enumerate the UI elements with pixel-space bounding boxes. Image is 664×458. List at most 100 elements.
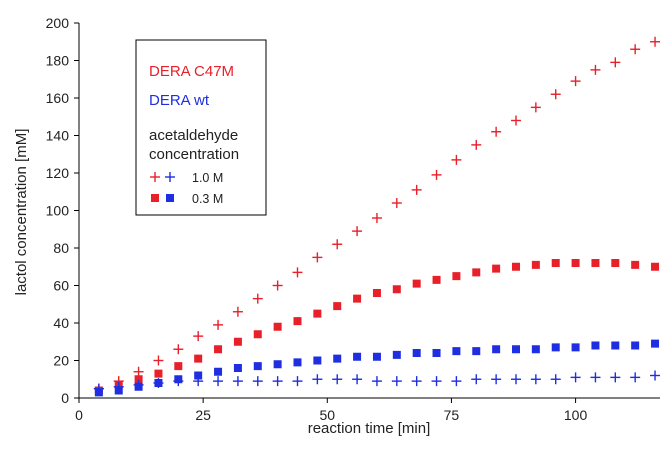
data-point — [431, 376, 442, 387]
data-point — [173, 344, 184, 355]
data-point — [590, 64, 601, 75]
data-point — [353, 352, 362, 361]
data-point — [611, 259, 620, 267]
data-point — [332, 239, 343, 250]
data-point — [214, 367, 223, 376]
data-point — [193, 331, 204, 342]
data-point — [272, 280, 283, 291]
data-point — [551, 259, 560, 267]
data-point — [591, 259, 600, 267]
data-point — [194, 354, 203, 363]
data-point — [451, 154, 462, 165]
data-point — [510, 374, 521, 385]
data-point — [391, 376, 402, 387]
data-point — [391, 198, 402, 208]
data-point — [133, 366, 144, 377]
data-point — [651, 262, 660, 271]
data-point — [153, 355, 164, 366]
data-point — [590, 372, 601, 383]
data-point — [333, 302, 342, 311]
data-point — [371, 213, 382, 223]
y-tick-label: 200 — [46, 15, 70, 31]
data-point — [570, 76, 581, 87]
data-point — [610, 57, 621, 68]
data-point — [352, 226, 363, 237]
data-point — [174, 375, 183, 384]
data-point — [570, 372, 581, 383]
x-tick-label: 25 — [195, 407, 211, 423]
data-point — [372, 352, 381, 361]
data-point — [252, 376, 263, 387]
y-tick-label: 0 — [61, 390, 69, 406]
data-point — [531, 345, 540, 354]
data-point — [610, 372, 621, 383]
data-point — [353, 294, 362, 303]
legend: DERA C47M DERA wt acetaldehyde concentra… — [135, 39, 267, 216]
data-point — [134, 382, 143, 391]
data-point — [530, 374, 541, 385]
legend-box — [135, 39, 267, 216]
data-point — [452, 272, 461, 281]
data-point — [511, 262, 520, 271]
legend-enzyme-wt: DERA wt — [149, 92, 210, 109]
data-point — [630, 372, 641, 383]
data-point — [531, 260, 540, 269]
legend-markers — [150, 172, 175, 202]
data-point — [451, 376, 462, 387]
data-point — [452, 347, 461, 356]
ticks: 0 20 40 60 80 100 120 140 160 180 200 0 25 50 75 100 — [46, 15, 588, 423]
data-point — [154, 369, 163, 378]
data-point — [233, 364, 242, 372]
data-marks — [93, 36, 661, 397]
data-point — [591, 341, 600, 350]
data-point — [194, 371, 203, 380]
data-point — [650, 36, 661, 47]
y-tick-label: 100 — [46, 203, 70, 219]
data-point — [253, 362, 262, 371]
data-point — [392, 285, 401, 294]
legend-concentration-title-line2: concentration — [149, 146, 239, 163]
data-point — [252, 293, 263, 304]
x-tick-label: 0 — [75, 407, 83, 423]
y-tick-label: 60 — [53, 278, 69, 294]
data-point — [631, 341, 640, 350]
data-point — [411, 376, 422, 387]
data-point — [571, 343, 580, 352]
data-point — [432, 275, 441, 284]
data-point — [292, 376, 303, 387]
data-point — [333, 354, 342, 363]
legend-enzyme-c47m: DERA C47M — [149, 63, 234, 80]
x-tick-label: 100 — [564, 407, 588, 423]
data-point — [332, 374, 343, 385]
legend-square-red — [151, 194, 159, 202]
data-point — [472, 268, 481, 277]
series-1 — [94, 259, 660, 395]
data-point — [511, 345, 520, 354]
data-point — [313, 356, 322, 365]
legend-concentration-0-3: 0.3 M — [192, 192, 223, 206]
y-tick-label: 140 — [46, 128, 70, 144]
x-axis-title: reaction time [min] — [308, 420, 431, 437]
data-point — [352, 374, 363, 385]
data-point — [273, 360, 282, 369]
legend-plus-blue — [165, 172, 175, 182]
data-point — [312, 252, 323, 263]
y-tick-label: 180 — [46, 53, 70, 69]
data-point — [312, 374, 323, 385]
data-point — [293, 317, 302, 326]
data-point — [293, 358, 302, 367]
series-3 — [94, 339, 660, 397]
data-point — [292, 267, 303, 278]
data-point — [371, 376, 382, 387]
y-axis-title: lactol concentration [mM] — [13, 129, 30, 296]
data-point — [313, 309, 322, 318]
data-point — [551, 343, 560, 352]
data-point — [471, 374, 482, 385]
data-point — [253, 330, 262, 339]
legend-plus-red — [150, 172, 160, 182]
data-point — [611, 341, 620, 350]
data-point — [651, 339, 660, 348]
data-point — [213, 376, 224, 387]
data-point — [491, 126, 502, 137]
data-point — [154, 379, 163, 387]
